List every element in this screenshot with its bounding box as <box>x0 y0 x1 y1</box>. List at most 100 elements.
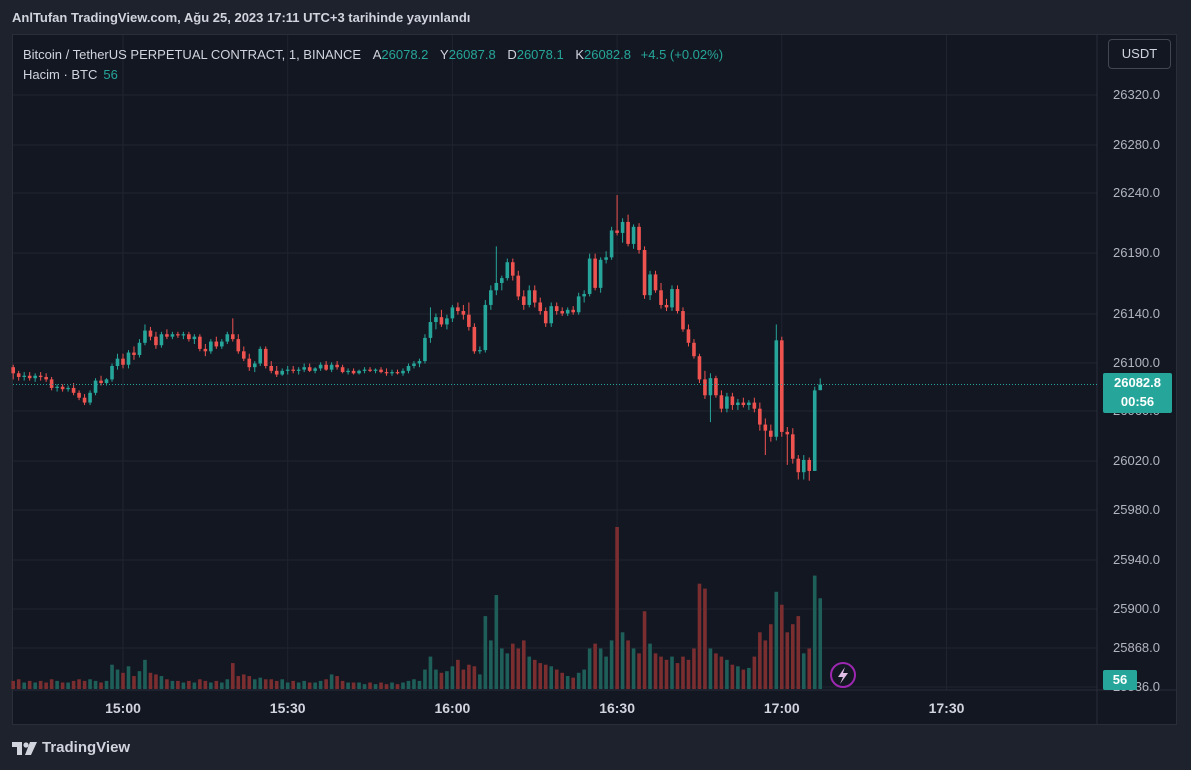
volume-bar <box>55 680 59 689</box>
candle-body <box>236 339 241 352</box>
price-tick-label: 25900.0 <box>1113 601 1160 616</box>
candle-body <box>472 326 477 352</box>
volume-bar <box>527 656 532 689</box>
volume-bar <box>615 527 619 689</box>
candle-body <box>335 364 339 368</box>
candle-body <box>593 258 597 288</box>
footer-logo[interactable]: TradingView <box>12 739 130 756</box>
candle-body <box>280 370 285 375</box>
volume-bar <box>187 680 191 689</box>
volume-bar <box>313 682 317 689</box>
tradingview-logo-icon <box>12 741 37 755</box>
candle-body <box>49 379 54 388</box>
volume-bar <box>741 669 746 689</box>
high-value: 26087.8 <box>448 47 496 62</box>
volume-bar <box>99 682 103 689</box>
candle-body <box>790 434 795 459</box>
low-value: 26078.1 <box>516 47 564 62</box>
candle-body <box>11 367 15 374</box>
volume-bar <box>560 672 564 689</box>
volume-bar <box>719 656 724 689</box>
candle-body <box>758 408 762 425</box>
candle-body <box>110 365 114 380</box>
candle-body <box>340 367 345 373</box>
volume-bar <box>598 648 603 689</box>
volume-bar <box>565 676 570 689</box>
candle-body <box>565 309 570 314</box>
volume-bar <box>329 674 334 689</box>
volume-bar <box>395 684 400 689</box>
lightning-icon[interactable] <box>830 662 856 688</box>
currency-button[interactable]: USDT <box>1108 39 1171 69</box>
candle-body <box>719 395 724 409</box>
volume-bar <box>214 680 219 689</box>
volume-value: 56 <box>103 67 118 82</box>
candle-body <box>532 290 537 303</box>
volume-bar <box>532 659 537 689</box>
candles <box>11 195 823 481</box>
candle-body <box>307 367 312 371</box>
candle-body <box>192 336 197 340</box>
candle-body <box>439 317 444 325</box>
candle-body <box>159 334 164 346</box>
volume-bar <box>307 682 312 689</box>
candle-body <box>203 348 208 352</box>
candle-body <box>659 290 663 305</box>
candle-body <box>170 334 175 337</box>
candle-body <box>796 458 801 473</box>
candle-body <box>82 397 87 403</box>
volume-bar <box>247 676 252 689</box>
volume-bar <box>686 659 691 689</box>
candle-body <box>302 367 306 370</box>
volume-bar <box>681 656 685 689</box>
candle-body <box>736 402 740 406</box>
volume-bar <box>736 666 740 689</box>
chart-legend: Bitcoin / TetherUS PERPETUAL CONTRACT, 1… <box>23 45 723 85</box>
last-volume-tag: 56 <box>1103 670 1137 690</box>
volume-bar <box>368 682 372 689</box>
candle-body <box>780 340 784 432</box>
grid-lines <box>13 35 1177 725</box>
price-tick-label: 26190.0 <box>1113 245 1160 260</box>
volume-bar <box>500 648 504 689</box>
candle-body <box>274 370 279 375</box>
candle-body <box>697 356 702 380</box>
candle-body <box>763 424 768 431</box>
volume-bar <box>521 640 526 689</box>
volume-bar <box>198 679 202 689</box>
candle-body <box>390 372 394 374</box>
candle-body <box>571 309 575 313</box>
candle-body <box>494 282 499 291</box>
price-tick-label: 26020.0 <box>1113 453 1160 468</box>
candle-body <box>269 365 274 371</box>
open-label: A <box>372 47 382 62</box>
volume-bar <box>296 682 301 689</box>
close-label: K <box>575 47 585 62</box>
time-tick-label: 17:30 <box>929 700 965 716</box>
candle-body <box>598 259 603 288</box>
candle-body <box>626 221 630 244</box>
volume-bar <box>390 682 394 689</box>
volume-bar <box>659 656 663 689</box>
candle-body <box>714 378 718 396</box>
volume-bar <box>88 679 92 689</box>
price-tick-label: 25980.0 <box>1113 502 1160 517</box>
volume-bar <box>340 680 345 689</box>
chart-frame <box>12 34 1177 725</box>
low-label: D <box>507 47 517 62</box>
volume-bar <box>538 663 543 689</box>
candle-body <box>329 364 334 370</box>
candle-body <box>417 361 422 364</box>
candle-body <box>66 387 70 390</box>
time-tick-label: 17:00 <box>764 700 800 716</box>
time-tick-label: 16:00 <box>434 700 470 716</box>
volume-bar <box>16 679 21 689</box>
volume-bar <box>510 643 515 689</box>
volume-bar <box>478 674 482 689</box>
close-value: 26082.8 <box>584 47 632 62</box>
volume-bar <box>516 648 521 689</box>
volume-bar <box>428 656 433 689</box>
candle-body <box>225 334 230 342</box>
candle-body <box>296 369 301 371</box>
